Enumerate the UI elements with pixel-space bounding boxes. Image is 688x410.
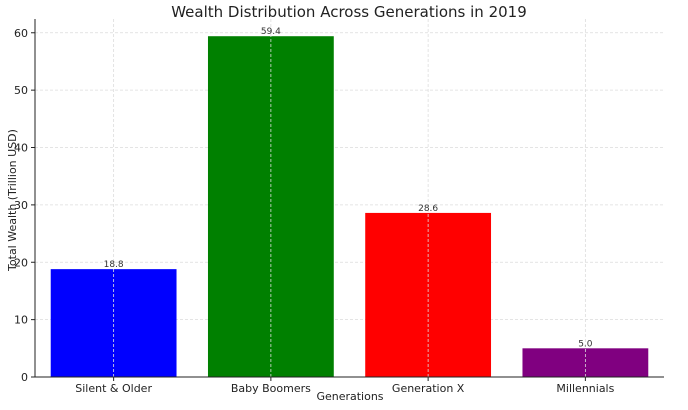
y-tick-label: 50: [14, 84, 28, 97]
chart-title: Wealth Distribution Across Generations i…: [171, 3, 527, 21]
x-tick-label: Baby Boomers: [231, 382, 311, 395]
y-tick-label: 0: [21, 371, 28, 384]
y-tick-label: 30: [14, 199, 28, 212]
data-labels: 18.8 59.4 28.6 5.0: [104, 27, 593, 349]
bar-value-label: 5.0: [578, 339, 593, 349]
bar: [522, 348, 649, 377]
bars: [50, 19, 649, 377]
bar-value-label: 59.4: [261, 27, 281, 37]
bar-value-label: 18.8: [104, 260, 124, 270]
x-tick-label: Millennials: [556, 382, 614, 395]
y-axis-title: Total Wealth (Trillion USD): [6, 129, 19, 272]
y-tick-label: 10: [14, 314, 28, 327]
x-axis-title: Generations: [316, 390, 383, 403]
x-tick-label: Silent & Older: [75, 382, 152, 395]
x-tick-label: Generation X: [392, 382, 465, 395]
axes: [34, 19, 664, 378]
y-ticks: 0 10 20 30 40 50 60: [14, 27, 35, 384]
y-tick-label: 20: [14, 256, 28, 269]
x-ticks: Silent & Older Baby Boomers Generation X Mi…: [75, 377, 615, 395]
bar-value-label: 28.6: [418, 204, 438, 214]
y-tick-label: 40: [14, 142, 28, 155]
y-tick-label: 60: [14, 27, 28, 40]
